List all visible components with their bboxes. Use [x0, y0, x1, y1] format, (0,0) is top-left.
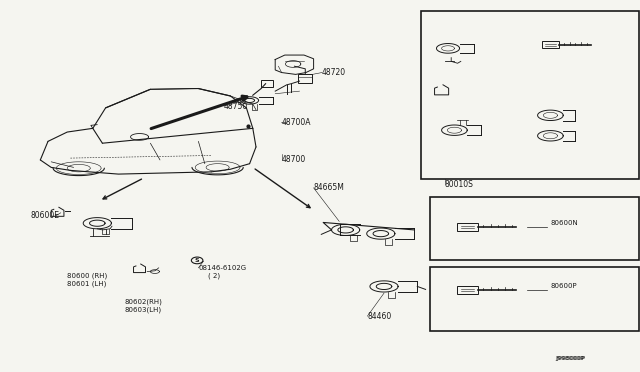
Bar — [298, 74, 312, 83]
Text: 80600E: 80600E — [31, 211, 60, 220]
Text: 48700A: 48700A — [282, 118, 311, 127]
Text: 80600N: 80600N — [550, 220, 578, 226]
Text: 48700: 48700 — [282, 155, 306, 164]
Text: 80600P: 80600P — [550, 283, 577, 289]
Text: ( 2): ( 2) — [208, 273, 220, 279]
Text: J998000P: J998000P — [556, 356, 584, 362]
Text: 80600 (RH): 80600 (RH) — [67, 272, 108, 279]
Text: 80603(LH): 80603(LH) — [125, 306, 162, 313]
Text: 48750: 48750 — [224, 102, 248, 110]
Bar — [430, 197, 639, 260]
Text: 08146-6102G: 08146-6102G — [198, 265, 246, 271]
Text: 84460: 84460 — [367, 312, 392, 321]
Bar — [457, 286, 477, 294]
Text: 80602(RH): 80602(RH) — [125, 298, 163, 305]
Text: S: S — [195, 258, 200, 263]
Text: 80601 (LH): 80601 (LH) — [67, 280, 107, 287]
Bar — [421, 11, 639, 179]
Bar — [541, 41, 559, 48]
Bar — [261, 80, 273, 87]
Bar — [430, 267, 639, 331]
Bar — [457, 223, 477, 231]
Text: 84665M: 84665M — [314, 183, 344, 192]
Text: 48720: 48720 — [322, 68, 346, 77]
Text: 80010S: 80010S — [445, 180, 474, 189]
Text: J998000P: J998000P — [557, 356, 586, 362]
